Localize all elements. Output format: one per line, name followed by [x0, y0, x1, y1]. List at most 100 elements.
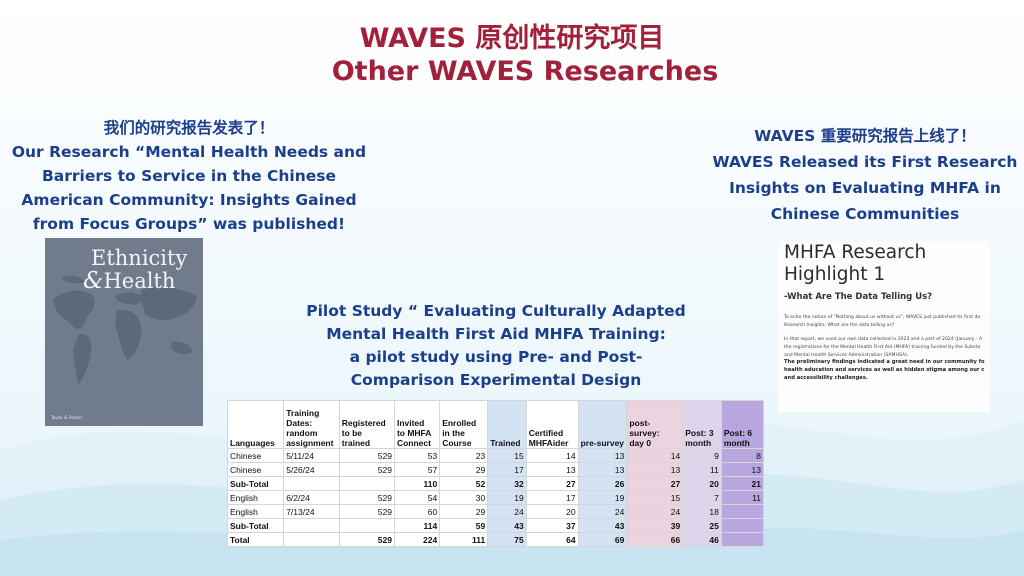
table-cell: 14: [525, 448, 579, 463]
journal-title-health: Health: [103, 269, 176, 293]
table-cell: Chinese: [226, 448, 285, 463]
table-cell: 39: [626, 518, 684, 533]
column-header: Trained: [487, 400, 527, 449]
table-cell: 23: [439, 448, 489, 463]
table-cell: 75: [487, 532, 527, 547]
table-cell: 15: [487, 448, 527, 463]
column-header-line: pre-survey: [580, 438, 625, 448]
column-header-line: Course: [442, 438, 472, 448]
journal-title-line2: &Health: [83, 268, 175, 294]
paragraph-line: health education and services as well as…: [784, 367, 985, 373]
column-header-line: to be: [341, 428, 363, 438]
table-cell: [338, 518, 395, 533]
column-header: pre-survey: [577, 400, 628, 449]
right-line: Chinese Communities: [770, 205, 960, 223]
paragraph-line: Research Insights: What are the data tel…: [784, 323, 895, 328]
publisher-logo: Taylor & Francis: [51, 415, 83, 420]
table-cell: 24: [487, 504, 527, 519]
highlight-title: MHFA Research Highlight 1: [784, 242, 926, 286]
right-line: WAVES 重要研究报告上线了！: [754, 127, 976, 145]
table-cell: 20: [682, 476, 722, 491]
highlight-paragraph-2: In that report, we used our own data col…: [784, 336, 982, 360]
highlight-title-line2: Highlight 1: [784, 264, 886, 285]
world-map-graphic: [53, 275, 197, 384]
column-header-line: Post: 6: [723, 428, 753, 438]
table-cell: 18: [682, 504, 722, 519]
table-cell: 15: [626, 490, 684, 505]
column-header-line: in the: [442, 428, 465, 438]
table-cell: [720, 504, 765, 519]
table-cell: 11: [720, 490, 765, 505]
pilot-study-table: Languages Training Dates: random assignment R…: [226, 400, 765, 547]
released-research-text: WAVES 重要研究报告上线了！ WAVES Released its Firs…: [706, 123, 1024, 227]
table-cell: 59: [439, 518, 489, 533]
table-cell: 224: [393, 532, 441, 547]
table-cell: Sub-Total: [226, 476, 285, 491]
table-cell: 17: [487, 462, 527, 477]
column-header: Registered to be trained: [338, 400, 395, 449]
paragraph-line: and Mental Health Services Administratio…: [784, 353, 909, 358]
table-cell: [283, 532, 340, 547]
table-cell: 529: [338, 504, 395, 519]
table-cell: Total: [226, 532, 285, 547]
table-cell: English: [226, 504, 285, 519]
highlight-paragraph-3: The preliminary findings indicated a gre…: [784, 358, 985, 382]
table-cell: 19: [487, 490, 527, 505]
table-cell: 13: [720, 462, 765, 477]
table-cell: 529: [338, 462, 395, 477]
column-header-line: day 0: [629, 438, 652, 448]
table-cell: [720, 518, 765, 533]
column-header-line: assignment: [286, 438, 334, 448]
left-line: 我们的研究报告发表了！: [103, 119, 275, 137]
table-cell: 13: [626, 462, 684, 477]
table-cell: 8: [720, 448, 765, 463]
table-cell: 57: [393, 462, 441, 477]
right-line: WAVES Released its First Research: [712, 153, 1018, 171]
column-header: Training Dates: random assignment: [283, 400, 340, 449]
mid-line: Pilot Study “ Evaluating Culturally Adap…: [306, 302, 686, 320]
table-row: English 7/13/24 529 60 29 24 20 24 24 18: [226, 504, 765, 519]
left-line: American Community: Insights Gained: [21, 191, 357, 209]
column-header-line: Trained: [490, 438, 521, 448]
table-cell: 7: [682, 490, 722, 505]
table-row: Chinese 5/26/24 529 57 29 17 13 13 13 11 13: [226, 462, 765, 477]
column-header-line: Registered: [341, 418, 386, 428]
table-cell: 6/2/24: [283, 490, 340, 505]
table-cell: 11: [682, 462, 722, 477]
table-cell: 13: [577, 448, 628, 463]
table-cell: 29: [439, 504, 489, 519]
page-subtitle: Other WAVES Researches: [331, 56, 719, 87]
table-row: Sub-Total 114 59 43 37 43 39 25: [226, 518, 765, 533]
table-cell: 32: [487, 476, 527, 491]
table-cell: 64: [525, 532, 579, 547]
highlight-subtitle: -What Are The Data Telling Us?: [784, 292, 933, 302]
table-cell: 25: [682, 518, 722, 533]
published-research-text: 我们的研究报告发表了！ Our Research “Mental Health …: [8, 116, 370, 236]
column-header: Invited to MHFA Connect: [393, 400, 441, 449]
column-header-line: trained: [341, 438, 371, 448]
table-cell: 5/11/24: [283, 448, 340, 463]
table-cell: [338, 476, 395, 491]
table-cell: 21: [720, 476, 765, 491]
table-cell: 37: [525, 518, 579, 533]
column-header-line: month: [685, 438, 712, 448]
table-cell: 43: [487, 518, 527, 533]
table-cell: 66: [626, 532, 684, 547]
table-cell: 26: [577, 476, 628, 491]
table-cell: 29: [439, 462, 489, 477]
column-header-line: Post: 3: [685, 428, 714, 438]
table-cell: Sub-Total: [226, 518, 285, 533]
table-cell: English: [226, 490, 285, 505]
table-cell: [283, 518, 340, 533]
journal-ampersand: &: [83, 268, 104, 294]
table-cell: 111: [439, 532, 489, 547]
research-highlight-image[interactable]: MHFA Research Highlight 1 -What Are The …: [778, 242, 990, 412]
table-cell: 114: [393, 518, 441, 533]
column-header: post-survey: day 0: [626, 400, 684, 449]
paragraph-line: To echo the notion of "Nothing about us …: [784, 315, 981, 320]
table-cell: [720, 532, 765, 547]
journal-cover-image[interactable]: Ethnicity &Health Taylor & Francis: [45, 238, 203, 426]
table-row: English 6/2/24 529 54 30 19 17 19 15 7 11: [226, 490, 765, 505]
column-header-line: Enrolled: [442, 418, 477, 428]
column-header: Certified MHFAider: [525, 400, 579, 449]
